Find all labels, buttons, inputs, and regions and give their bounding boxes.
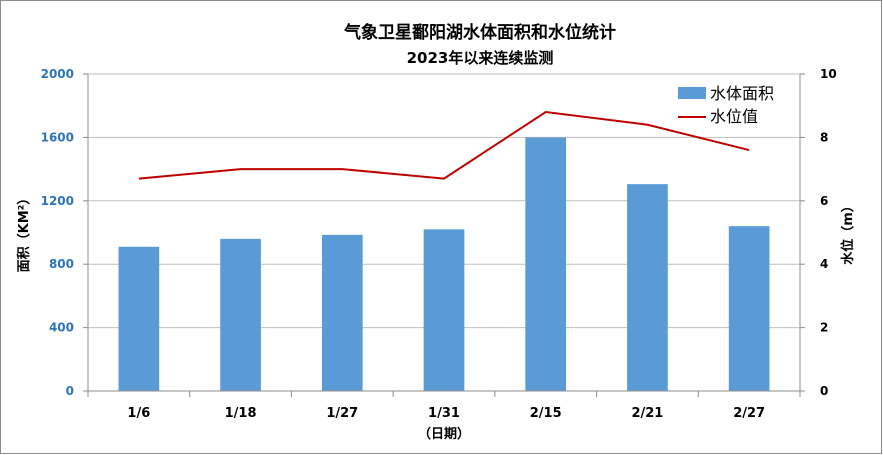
bar-area-2-21 bbox=[627, 184, 668, 391]
chart-subtitle: 2023年以来连续监测 bbox=[407, 49, 554, 67]
left-tick-label: 2000 bbox=[41, 67, 74, 81]
legend-label-area: 水体面积 bbox=[710, 84, 774, 103]
bar-area-2-27 bbox=[728, 226, 770, 391]
left-tick-label: 1200 bbox=[41, 194, 74, 208]
bar-area-1-18 bbox=[220, 238, 261, 391]
water-level-line bbox=[138, 111, 750, 180]
line-series bbox=[138, 111, 750, 180]
right-tick-label: 6 bbox=[820, 194, 828, 208]
x-tick-label: 2/27 bbox=[733, 406, 765, 421]
bar-area-1-27 bbox=[321, 234, 363, 391]
right-tick-label: 0 bbox=[820, 384, 828, 398]
left-tick-label: 800 bbox=[49, 257, 74, 271]
right-axis-ticks: 0 2 4 6 8 10 bbox=[820, 67, 837, 398]
x-tick-label: 1/6 bbox=[127, 406, 150, 421]
x-axis-ticks: 1/6 1/18 1/27 1/31 2/15 2/21 2/27 bbox=[127, 406, 765, 421]
legend-label-level: 水位值 bbox=[710, 107, 758, 126]
x-axis-label: （日期） bbox=[418, 426, 470, 442]
bar-area-1-31 bbox=[423, 229, 465, 391]
chart-title: 气象卫星鄱阳湖水体面积和水位统计 bbox=[343, 22, 616, 43]
right-tick-label: 4 bbox=[820, 257, 828, 271]
x-tick-label: 2/15 bbox=[530, 406, 562, 421]
left-axis-label: 面积（KM²） bbox=[16, 192, 32, 273]
right-tick-label: 10 bbox=[820, 67, 837, 81]
bar-area-2-15 bbox=[525, 137, 567, 391]
left-tick-label: 0 bbox=[66, 384, 74, 398]
bar-area-1-6 bbox=[118, 246, 160, 391]
legend-swatch-area bbox=[678, 87, 706, 99]
x-tick-label: 2/21 bbox=[631, 406, 663, 421]
left-tick-label: 1600 bbox=[41, 130, 74, 144]
legend: 水体面积 水位值 bbox=[678, 84, 774, 126]
x-tick-label: 1/27 bbox=[326, 406, 358, 421]
left-tick-label: 400 bbox=[49, 321, 74, 335]
x-tick-label: 1/18 bbox=[225, 406, 257, 421]
right-tick-label: 8 bbox=[820, 130, 828, 144]
left-axis-ticks: 0 400 800 1200 1600 2000 bbox=[41, 67, 74, 398]
axes bbox=[83, 73, 805, 397]
right-axis-label: 水位（m） bbox=[840, 199, 856, 265]
right-tick-label: 2 bbox=[820, 321, 828, 335]
x-tick-label: 1/31 bbox=[428, 406, 460, 421]
bar-series bbox=[118, 137, 770, 391]
